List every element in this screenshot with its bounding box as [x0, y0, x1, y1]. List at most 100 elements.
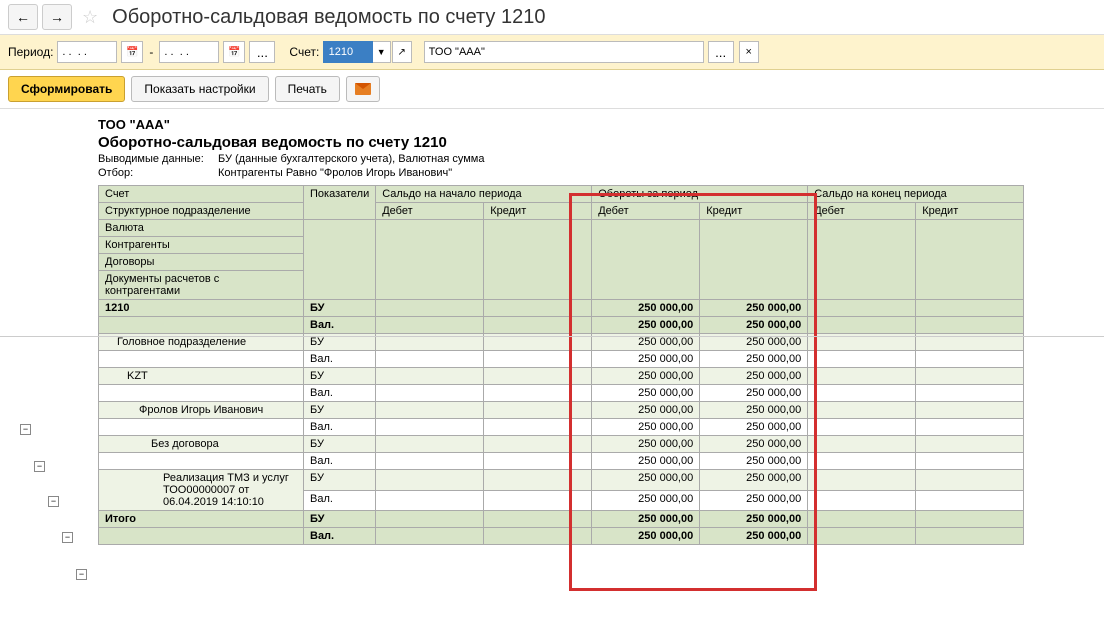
- cell-ind: Вал.: [304, 419, 376, 436]
- tree-node[interactable]: −: [20, 424, 31, 435]
- cell-val: 250 000,00: [592, 453, 700, 470]
- form-button[interactable]: Сформировать: [8, 76, 125, 102]
- cell-ind: БУ: [304, 334, 376, 351]
- meta1-val: БУ (данные бухгалтерского учета), Валютн…: [218, 153, 485, 165]
- cell-ind: Вал.: [304, 351, 376, 368]
- hdr-contracts: Договоры: [99, 254, 304, 271]
- cell-val: 250 000,00: [700, 419, 808, 436]
- org-input[interactable]: [424, 41, 704, 63]
- forward-button[interactable]: →: [42, 4, 72, 30]
- hdr-credit: Кредит: [916, 203, 1024, 220]
- cell-val: 250 000,00: [700, 402, 808, 419]
- settings-button[interactable]: Показать настройки: [131, 76, 268, 102]
- cell-val: 250 000,00: [700, 351, 808, 368]
- row-kzt: KZT: [99, 368, 304, 385]
- meta1-label: Выводимые данные:: [98, 153, 218, 165]
- meta2-label: Отбор:: [98, 167, 218, 179]
- cell-val: 250 000,00: [700, 528, 808, 545]
- cell-val: 250 000,00: [700, 436, 808, 453]
- cell-val: 250 000,00: [700, 300, 808, 317]
- cell-ind: БУ: [304, 511, 376, 528]
- report-table: Счет Показатели Сальдо на начало периода…: [98, 185, 1024, 545]
- hdr-acct: Счет: [99, 186, 304, 203]
- period-label: Период:: [8, 45, 53, 59]
- date-from-input[interactable]: [57, 41, 117, 63]
- calendar-to-icon[interactable]: 📅: [223, 41, 245, 63]
- row-total: Итого: [99, 511, 304, 528]
- cell-ind: Вал.: [304, 453, 376, 470]
- org-clear-button[interactable]: ×: [739, 41, 759, 63]
- tree-node[interactable]: −: [34, 461, 45, 472]
- hdr-counter: Контрагенты: [99, 237, 304, 254]
- cell-ind: Вал.: [304, 385, 376, 402]
- action-bar: Сформировать Показать настройки Печать: [0, 70, 1104, 109]
- mail-icon: [355, 83, 371, 95]
- hdr-turnover: Обороты за период: [592, 186, 808, 203]
- acct-field: Счет: ▼ ↗: [289, 41, 411, 63]
- row-headdiv: Головное подразделение: [99, 334, 304, 351]
- period-dots-button[interactable]: ...: [249, 41, 275, 63]
- back-button[interactable]: ←: [8, 4, 38, 30]
- cell-val: 250 000,00: [700, 490, 808, 511]
- cell-val: 250 000,00: [592, 300, 700, 317]
- cell-ind: Вал.: [304, 490, 376, 511]
- hdr-struct: Структурное подразделение: [99, 203, 304, 220]
- cell-val: 250 000,00: [592, 334, 700, 351]
- org-dots-button[interactable]: ...: [708, 41, 734, 63]
- dash: -: [149, 45, 153, 59]
- cell-val: 250 000,00: [592, 470, 700, 491]
- cell-val: 250 000,00: [592, 528, 700, 545]
- report-title: Оборотно-сальдовая ведомость по счету 12…: [98, 134, 1096, 151]
- cell-val: 250 000,00: [700, 453, 808, 470]
- hdr-credit: Кредит: [700, 203, 808, 220]
- cell-val: 250 000,00: [592, 385, 700, 402]
- cell-ind: Вал.: [304, 317, 376, 334]
- report-area: ТОО "ААА" Оборотно-сальдовая ведомость п…: [0, 109, 1104, 553]
- cell-val: 250 000,00: [700, 385, 808, 402]
- row-nocontract: Без договора: [99, 436, 304, 453]
- row-1210: 1210: [99, 300, 304, 317]
- cell-val: 250 000,00: [592, 419, 700, 436]
- cell-ind: БУ: [304, 368, 376, 385]
- cell-val: 250 000,00: [592, 490, 700, 511]
- cell-ind: БУ: [304, 300, 376, 317]
- hdr-debit: Дебет: [592, 203, 700, 220]
- cell-val: 250 000,00: [700, 368, 808, 385]
- cell-val: 250 000,00: [700, 334, 808, 351]
- date-to-input[interactable]: [159, 41, 219, 63]
- cell-ind: БУ: [304, 470, 376, 491]
- hdr-ind: Показатели: [304, 186, 376, 220]
- tree-node[interactable]: −: [76, 569, 87, 580]
- acct-dropdown-icon[interactable]: ▼: [373, 41, 391, 63]
- cell-val: 250 000,00: [700, 470, 808, 491]
- cell-ind: Вал.: [304, 528, 376, 545]
- report-head: ТОО "ААА" Оборотно-сальдовая ведомость п…: [98, 117, 1096, 179]
- hdr-saldo-start: Сальдо на начало периода: [376, 186, 592, 203]
- mail-button[interactable]: [346, 76, 380, 102]
- cell-val: 250 000,00: [592, 368, 700, 385]
- org-name: ТОО "ААА": [98, 117, 1096, 132]
- cell-val: 250 000,00: [592, 436, 700, 453]
- tree-node[interactable]: −: [62, 532, 73, 543]
- acct-input[interactable]: [323, 41, 373, 63]
- cell-val: 250 000,00: [592, 351, 700, 368]
- cell-val: 250 000,00: [592, 402, 700, 419]
- calendar-from-icon[interactable]: 📅: [121, 41, 143, 63]
- cell-val: 250 000,00: [700, 511, 808, 528]
- acct-label: Счет:: [289, 45, 319, 59]
- cell-val: 250 000,00: [592, 317, 700, 334]
- hdr-saldo-end: Сальдо на конец периода: [808, 186, 1024, 203]
- acct-open-icon[interactable]: ↗: [392, 41, 412, 63]
- top-nav: ← → ☆ Оборотно-сальдовая ведомость по сч…: [0, 0, 1104, 35]
- hdr-credit: Кредит: [484, 203, 592, 220]
- row-realiz: Реализация ТМЗ и услуг ТОО00000007 от 06…: [99, 470, 304, 511]
- page-title: Оборотно-сальдовая ведомость по счету 12…: [112, 6, 545, 29]
- hdr-docs: Документы расчетов с контрагентами: [99, 271, 304, 300]
- hdr-debit: Дебет: [376, 203, 484, 220]
- cell-ind: БУ: [304, 402, 376, 419]
- print-button[interactable]: Печать: [275, 76, 340, 102]
- tree-node[interactable]: −: [48, 496, 59, 507]
- meta2-val: Контрагенты Равно "Фролов Игорь Иванович…: [218, 167, 452, 179]
- hdr-currency: Валюта: [99, 220, 304, 237]
- star-icon[interactable]: ☆: [82, 7, 98, 28]
